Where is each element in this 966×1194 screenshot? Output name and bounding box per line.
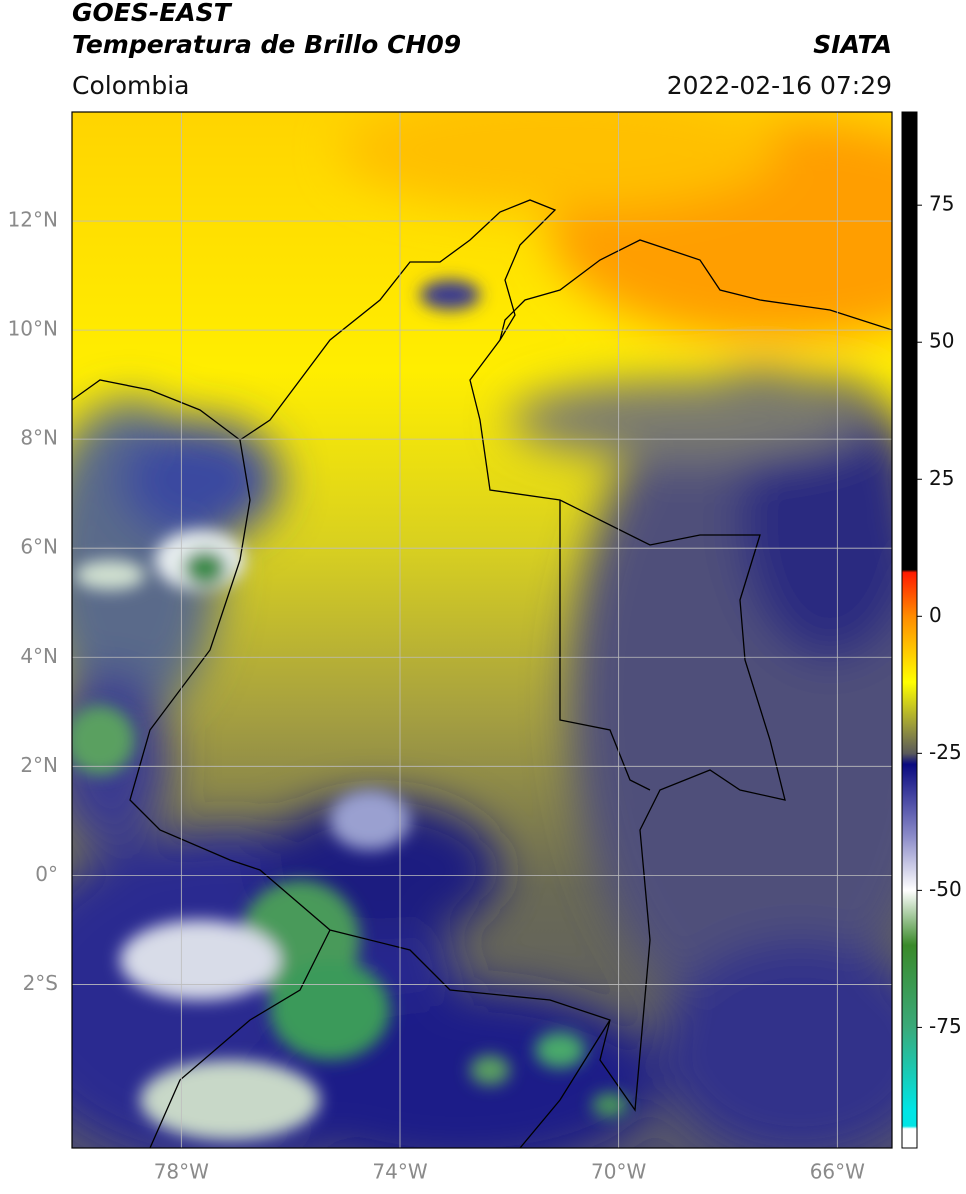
lon-tick-label: 78°W — [154, 1160, 209, 1184]
subtitle: Temperatura de Brillo CH09 — [72, 30, 461, 59]
region: Colombia — [72, 71, 189, 100]
lon-tick-label: 74°W — [372, 1160, 427, 1184]
graticule — [72, 112, 892, 1148]
colorbar-tick-label: 0 — [929, 603, 942, 627]
borders — [72, 199, 892, 1148]
map-ticks: 12°N 10°N 8°N 6°N 4°N 2°N 0° 2°S 78°W 74°W 70°W 66°… — [8, 208, 866, 1184]
lat-tick-label: 6°N — [20, 535, 58, 559]
lat-tick-label: 0° — [35, 862, 58, 886]
lon-tick-label: 66°W — [810, 1160, 865, 1184]
colorbar-tick-label: 75 — [929, 192, 954, 216]
colorbar-tick-label: 25 — [929, 466, 954, 490]
colorbar — [902, 112, 917, 1148]
lat-tick-label: 2°S — [23, 971, 58, 995]
source: SIATA — [813, 30, 892, 59]
satellite-image — [72, 112, 892, 1148]
map-frame — [71, 111, 893, 1149]
colorbar-tick-label: 50 — [929, 329, 954, 353]
lat-tick-label: 4°N — [20, 644, 58, 668]
colorbar-frame — [901, 111, 918, 1149]
lat-tick-label: 10°N — [8, 317, 58, 341]
lat-tick-label: 8°N — [20, 426, 58, 450]
colorbar-tick-label: -50 — [929, 877, 962, 901]
lon-tick-label: 70°W — [591, 1160, 646, 1184]
cloud-field — [72, 112, 892, 1148]
cold-tops — [72, 280, 628, 1140]
lat-tick-label: 12°N — [8, 208, 58, 232]
colorbar-tick-label: -75 — [929, 1014, 962, 1038]
title: GOES-EAST — [72, 0, 233, 27]
lat-tick-label: 2°N — [20, 753, 58, 777]
colorbar-tick-label: -25 — [929, 740, 962, 764]
datetime: 2022-02-16 07:29 — [667, 71, 892, 100]
